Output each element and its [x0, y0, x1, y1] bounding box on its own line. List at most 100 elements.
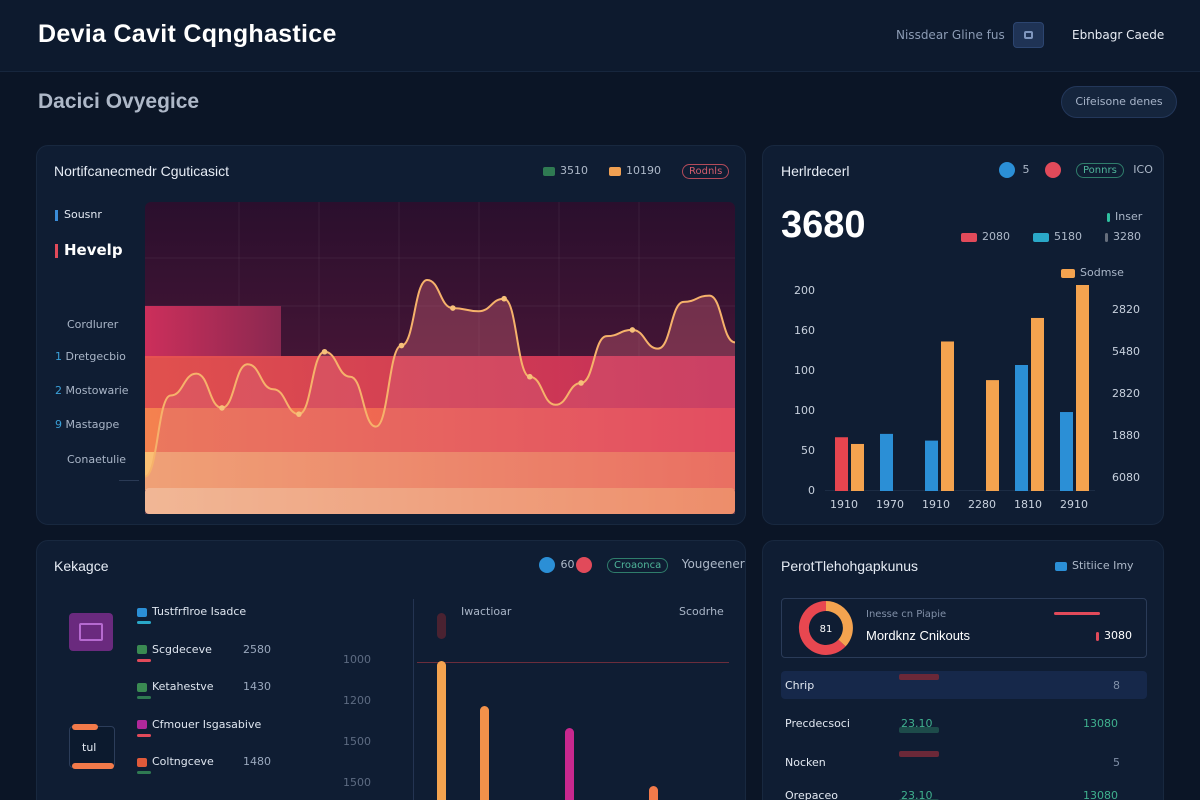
- band-segment: [145, 408, 735, 454]
- bar[interactable]: [851, 443, 864, 491]
- bottom-left-tag[interactable]: Croaonca: [607, 558, 669, 573]
- list-item[interactable]: Coltngceve 1480: [137, 755, 271, 768]
- stat-row[interactable]: Precdecsoci 23.10 13080: [781, 709, 1147, 737]
- legend-swatch: [609, 166, 621, 176]
- y-axis-label: 100: [794, 364, 815, 377]
- donut-marker: [1054, 612, 1100, 615]
- axis-tick: [119, 480, 139, 481]
- list-item[interactable]: Ketahestve 1430: [137, 680, 271, 693]
- stat-label: Nocken: [785, 756, 826, 769]
- x-axis-label: 1970: [876, 498, 904, 511]
- donut-chart: 81: [798, 600, 853, 655]
- stat-row[interactable]: Chrip 8: [781, 671, 1147, 699]
- x-axis-label: 2910: [1060, 498, 1088, 511]
- blue-dot-icon[interactable]: [539, 557, 555, 573]
- line-point: [578, 380, 584, 386]
- bar[interactable]: [649, 785, 658, 800]
- y-axis-label: 50: [801, 444, 815, 457]
- y2-axis-label: 5480: [1112, 345, 1140, 358]
- side-item-highlight[interactable]: Hevelp: [55, 241, 123, 259]
- donut-label: 81: [820, 624, 833, 635]
- bars-title: Herlrdecerl: [781, 163, 850, 179]
- y-axis-label: 160: [794, 324, 815, 337]
- blue-dot-icon[interactable]: [999, 162, 1015, 178]
- y-axis-label: 1200: [343, 694, 371, 707]
- side-item[interactable]: 9 Mastagpe: [55, 418, 120, 431]
- list-item[interactable]: Scgdeceve 2580: [137, 642, 271, 656]
- side-item-label: Mostowarie: [65, 384, 129, 397]
- list-item[interactable]: Tustfrflroe Isadce: [137, 605, 246, 618]
- list-value: 1430: [243, 680, 271, 693]
- bar[interactable]: [437, 661, 446, 800]
- legend-secondary-label: Sodmse: [1080, 266, 1124, 279]
- list-underline: [137, 621, 151, 624]
- side-item[interactable]: 2 Mostowarie: [55, 384, 129, 397]
- chart-label-a: Iwactioar: [461, 605, 512, 618]
- legend-label: 5180: [1054, 230, 1082, 243]
- bar[interactable]: [986, 380, 999, 491]
- list-swatch: [137, 720, 147, 729]
- y2-axis-label: 6080: [1112, 471, 1140, 484]
- red-dot-icon[interactable]: [1045, 162, 1061, 178]
- bar[interactable]: [1076, 285, 1089, 491]
- side-item-label: Dretgecbio: [65, 350, 126, 363]
- stat-code: 5: [1113, 756, 1120, 769]
- stat-label: Chrip: [785, 679, 815, 692]
- top-nav-link[interactable]: Nissdear Gline fus: [896, 28, 1005, 42]
- band-segment: [145, 452, 735, 490]
- bottom-left-card: Kekagce 60 Croaonca Yougeenert tul Tustf…: [36, 540, 746, 800]
- red-dot-icon[interactable]: [576, 557, 592, 573]
- chart-label-b: Scodrhe: [679, 605, 724, 618]
- performance-legend: 3510 10190 Rodnls: [543, 164, 730, 179]
- side-item-primary[interactable]: Sousnr: [55, 208, 102, 221]
- page-action-button[interactable]: Cifeisone denes: [1061, 86, 1177, 118]
- bar[interactable]: [565, 728, 574, 800]
- bar[interactable]: [1060, 412, 1073, 491]
- donut-title: Mordknz Cnikouts: [866, 628, 971, 643]
- side-item[interactable]: 1 Dretgecbio: [55, 350, 126, 363]
- bar[interactable]: [835, 437, 848, 491]
- bars-tag[interactable]: Ponnrs: [1076, 163, 1124, 178]
- list-label: Scgdeceve: [152, 642, 212, 656]
- bottom-left-controls: 60 Croaonca Yougeenert: [539, 557, 745, 573]
- stat-row[interactable]: Orepaceo 23.10 13080: [781, 781, 1147, 800]
- user-menu[interactable]: Ebnbagr Caede: [1072, 28, 1165, 42]
- top-icon-button[interactable]: [1013, 22, 1044, 48]
- band-segment: [145, 488, 735, 514]
- list-label: Tustfrflroe Isadce: [152, 605, 247, 618]
- stat-row[interactable]: Nocken 5: [781, 748, 1147, 776]
- line-point: [219, 405, 225, 411]
- y2-axis-label: 1880: [1112, 429, 1140, 442]
- line-point: [526, 373, 533, 380]
- donut-value: 3080: [1096, 629, 1132, 642]
- legend-swatch: [543, 166, 555, 176]
- bar[interactable]: [941, 341, 954, 491]
- performance-tag[interactable]: Rodnls: [682, 164, 730, 179]
- app-icon[interactable]: [69, 613, 113, 651]
- list-item[interactable]: Cfmouer Isgasabive: [137, 718, 261, 731]
- bar[interactable]: [1015, 365, 1028, 491]
- x-axis-label: 1910: [922, 498, 950, 511]
- app-title: Devia Cavit Cqnghastice: [38, 20, 337, 48]
- list-underline: [137, 771, 151, 774]
- bar[interactable]: [925, 440, 938, 491]
- bar[interactable]: [1031, 317, 1044, 491]
- side-legend: Inser: [1107, 210, 1142, 223]
- bottom-right-legend: Stitiice Imy: [1055, 559, 1134, 572]
- performance-card: Nortifcanecmedr Cguticasict 3510 10190 R…: [36, 145, 746, 525]
- line-point: [629, 327, 636, 333]
- side-item[interactable]: Cordlurer: [67, 318, 119, 331]
- y-axis-label: 1500: [343, 776, 371, 789]
- performance-points: [219, 295, 636, 417]
- side-item[interactable]: Conaetulie: [67, 453, 127, 466]
- top-bar: Devia Cavit Cqnghastice Nissdear Gline f…: [0, 0, 1200, 72]
- list-value: 1480: [243, 755, 271, 768]
- big-number: 3680: [781, 204, 866, 246]
- line-point: [398, 342, 405, 349]
- bar[interactable]: [880, 433, 893, 491]
- x-axis-label: 2280: [968, 498, 996, 511]
- tag-icon[interactable]: tul: [69, 724, 115, 769]
- bar[interactable]: [480, 705, 489, 800]
- donut-value-label: 3080: [1104, 629, 1132, 642]
- bars-legend: 2080 5180 3280: [961, 230, 1141, 243]
